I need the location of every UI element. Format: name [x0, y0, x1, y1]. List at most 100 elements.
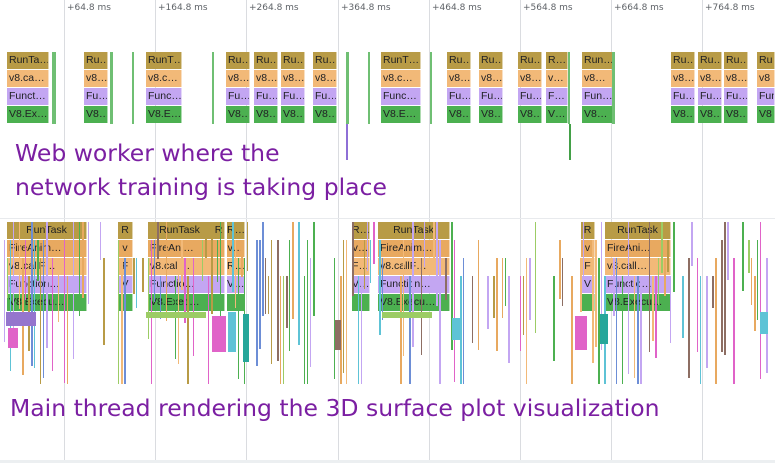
worker-function-slice[interactable]: Func… — [146, 88, 182, 105]
trace-slice[interactable] — [661, 222, 663, 273]
main-execute-slice[interactable] — [227, 294, 245, 311]
trace-slice[interactable] — [265, 258, 266, 314]
trace-slice[interactable] — [757, 240, 758, 320]
worker-call-slice[interactable]: v8… — [281, 70, 305, 87]
worker-execute-slice[interactable]: V8… — [698, 106, 722, 123]
trace-slice[interactable] — [373, 222, 375, 264]
trace-slice[interactable] — [52, 52, 56, 124]
trace-slice[interactable] — [110, 52, 113, 124]
worker-execute-slice[interactable]: V8… — [281, 106, 305, 123]
trace-slice[interactable] — [346, 124, 348, 160]
trace-slice[interactable] — [208, 276, 209, 384]
worker-runtask-slice[interactable]: Run… — [582, 52, 614, 69]
worker-execute-slice[interactable]: V8… — [447, 106, 471, 123]
trace-slice[interactable] — [478, 240, 479, 350]
trace-slice[interactable] — [472, 276, 473, 343]
trace-slice[interactable] — [670, 276, 671, 343]
trace-slice[interactable] — [559, 240, 561, 299]
worker-runtask-slice[interactable]: Ru… — [447, 52, 471, 69]
trace-slice[interactable] — [178, 258, 179, 364]
worker-runtask-slice[interactable]: R… — [546, 52, 568, 69]
worker-runtask-slice[interactable]: Ru — [757, 52, 775, 69]
trace-slice[interactable] — [616, 258, 617, 384]
trace-slice[interactable] — [193, 258, 194, 356]
trace-slice[interactable] — [682, 276, 684, 338]
trace-slice[interactable] — [148, 258, 149, 339]
trace-slice[interactable] — [760, 312, 768, 334]
worker-runtask-slice[interactable]: Ru… — [254, 52, 278, 69]
trace-slice[interactable] — [166, 222, 167, 321]
main-execute-slice[interactable] — [213, 294, 225, 311]
trace-slice[interactable] — [160, 276, 161, 319]
trace-slice[interactable] — [217, 240, 218, 282]
trace-slice[interactable] — [452, 318, 462, 340]
main-call-slice[interactable]: F — [581, 258, 595, 275]
trace-slice[interactable] — [655, 276, 657, 358]
trace-slice[interactable] — [283, 276, 284, 384]
trace-slice[interactable] — [133, 258, 135, 294]
worker-execute-slice[interactable]: V8… — [479, 106, 503, 123]
trace-slice[interactable] — [445, 258, 447, 300]
main-call-slice[interactable]: v8.call… — [148, 258, 212, 275]
trace-slice[interactable] — [184, 258, 186, 323]
main-call-slice[interactable]: v8.call… — [605, 258, 671, 275]
worker-function-slice[interactable]: Fun… — [582, 88, 614, 105]
trace-slice[interactable] — [652, 276, 654, 341]
worker-execute-slice[interactable]: V8… — [84, 106, 108, 123]
worker-runtask-slice[interactable]: Ru… — [226, 52, 250, 69]
trace-slice[interactable] — [103, 258, 105, 345]
trace-slice[interactable] — [721, 240, 723, 352]
trace-slice[interactable] — [751, 258, 752, 305]
worker-call-slice[interactable]: v8… — [698, 70, 722, 87]
worker-call-slice[interactable]: v… — [546, 70, 568, 87]
main-anim-slice[interactable]: FireAnim… — [378, 240, 450, 257]
trace-slice[interactable] — [247, 222, 248, 271]
worker-execute-slice[interactable]: V8 — [757, 106, 775, 123]
trace-slice[interactable] — [571, 276, 573, 384]
main-anim-slice[interactable]: v — [581, 240, 595, 257]
trace-slice[interactable] — [667, 240, 669, 272]
trace-slice[interactable] — [697, 258, 698, 352]
trace-slice[interactable] — [154, 240, 155, 302]
trace-slice[interactable] — [289, 240, 290, 351]
trace-slice[interactable] — [436, 222, 438, 306]
trace-slice[interactable] — [202, 240, 203, 281]
worker-function-slice[interactable]: Fu… — [698, 88, 722, 105]
worker-function-slice[interactable]: Func… — [381, 88, 421, 105]
main-runtask-slice[interactable]: RunTask — [378, 222, 450, 239]
trace-slice[interactable] — [211, 222, 213, 314]
trace-slice[interactable] — [52, 258, 53, 371]
trace-slice[interactable] — [340, 276, 342, 384]
trace-slice[interactable] — [46, 222, 48, 348]
trace-slice[interactable] — [136, 258, 137, 308]
main-anim-slice[interactable] — [213, 240, 225, 257]
trace-slice[interactable] — [640, 276, 642, 384]
trace-slice[interactable] — [712, 276, 714, 308]
trace-slice[interactable] — [157, 222, 159, 259]
worker-call-slice[interactable]: v8… — [671, 70, 695, 87]
worker-call-slice[interactable]: v8… — [582, 70, 614, 87]
trace-slice[interactable] — [8, 328, 18, 348]
trace-slice[interactable] — [382, 258, 383, 320]
worker-execute-slice[interactable]: V8… — [254, 106, 278, 123]
main-runtask-slice[interactable]: R… — [227, 222, 245, 239]
trace-slice[interactable] — [727, 222, 729, 280]
trace-slice[interactable] — [706, 276, 708, 368]
trace-slice[interactable] — [715, 258, 717, 384]
trace-slice[interactable] — [235, 240, 236, 308]
trace-slice[interactable] — [34, 240, 35, 368]
worker-call-slice[interactable]: v8… — [254, 70, 278, 87]
trace-slice[interactable] — [382, 312, 432, 318]
worker-function-slice[interactable]: Fu… — [447, 88, 471, 105]
trace-slice[interactable] — [421, 258, 422, 355]
trace-slice[interactable] — [569, 124, 571, 160]
trace-slice[interactable] — [6, 312, 36, 326]
trace-slice[interactable] — [286, 276, 288, 328]
main-function-slice[interactable]: Function… — [378, 276, 450, 293]
worker-execute-slice[interactable]: V8.E… — [146, 106, 182, 123]
trace-slice[interactable] — [368, 52, 370, 124]
trace-slice[interactable] — [277, 240, 279, 361]
trace-slice[interactable] — [487, 276, 489, 329]
main-execute-slice[interactable] — [581, 294, 595, 311]
worker-function-slice[interactable]: Fu… — [479, 88, 503, 105]
